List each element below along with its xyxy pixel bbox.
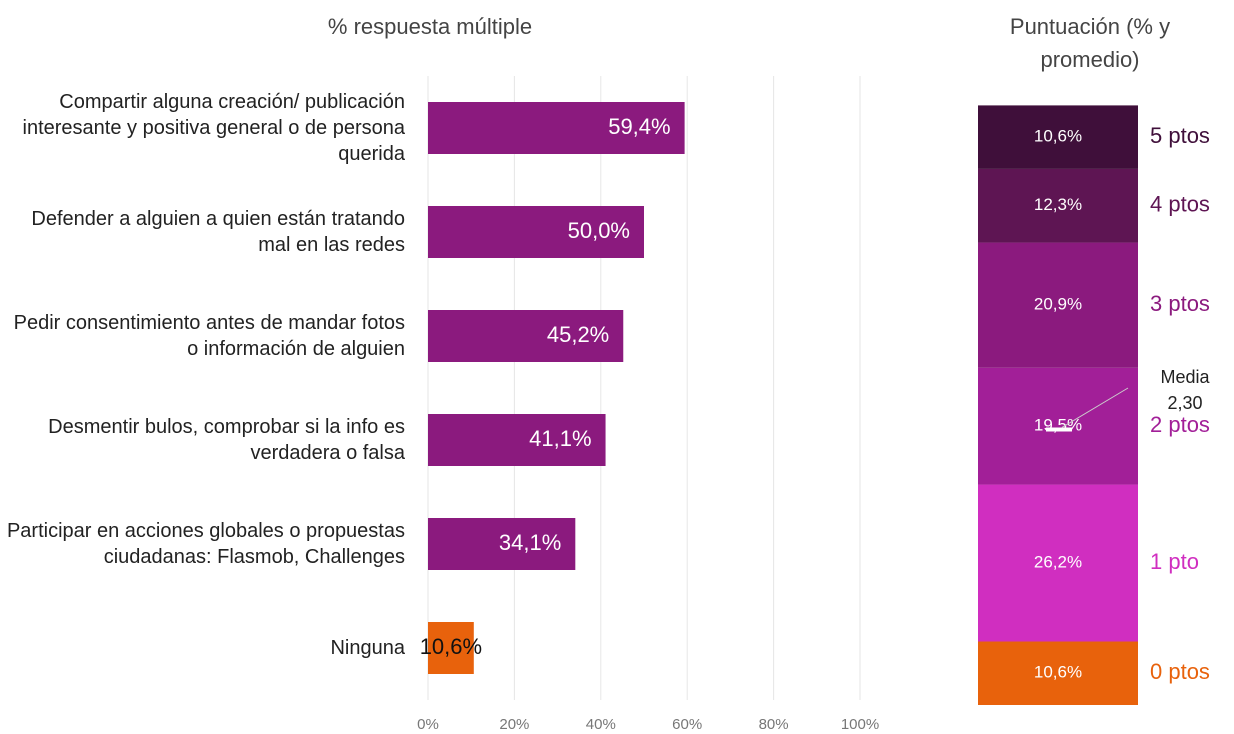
value-label: 41,1% [529,426,591,451]
chart-title: % respuesta múltiple [327,14,533,39]
x-tick-label: 20% [499,716,529,733]
bar [428,518,576,570]
y-tick-label: Participar en acciones globales o propue… [6,520,405,568]
y-tick-label-box: Desmentir bulos, comprobar si la info es… [48,416,405,464]
value-label: 26,2% [1034,553,1082,572]
x-tick-label: 100% [841,716,879,733]
legend-label: 0 ptos [1150,659,1210,684]
value-label: 50,0% [568,218,630,243]
y-tick-label-box: Participar en acciones globales o propue… [6,520,405,568]
value-label: 10,6% [1034,127,1082,146]
value-label: 20,9% [1034,295,1082,314]
y-tick-label-box: Defender a alguien a quien están tratand… [31,208,405,256]
bar-segment [978,484,1138,642]
legend-label: 4 ptos [1150,192,1210,217]
value-label: 10,6% [420,634,482,659]
value-label: 45,2% [547,322,609,347]
y-tick-label: Compartir alguna creación/ publicación i… [22,91,405,165]
x-tick-label: 80% [759,716,789,733]
annotation-title: Media [1160,367,1210,387]
value-label: 59,4% [608,114,670,139]
legend-label: 3 ptos [1150,291,1210,316]
bar [428,206,644,258]
y-tick-label-box: Ninguna [330,637,405,659]
bar [428,102,685,154]
x-tick-label: 60% [672,716,702,733]
y-tick-label: Desmentir bulos, comprobar si la info es… [48,416,405,464]
value-label: 10,6% [1034,663,1082,682]
bar [428,622,474,674]
y-tick-label: Ninguna [330,637,405,659]
legend-label: 1 pto [1150,549,1199,574]
value-label: 12,3% [1034,195,1082,214]
leader-line [1061,387,1129,428]
bar-segment [978,641,1138,705]
bar-segment [978,367,1138,485]
chart-title: Puntuación (% y promedio) [1009,14,1171,72]
y-tick-label: Pedir consentimiento antes de mandar fot… [13,312,405,360]
value-label: 34,1% [499,530,561,555]
chart-title-box: Puntuación (% y promedio) [1009,14,1171,72]
y-tick-label: Defender a alguien a quien están tratand… [31,208,405,256]
bar-segment [978,168,1138,243]
chart-title-box: % respuesta múltiple [327,14,533,39]
x-tick-label: 0% [417,716,439,733]
bar-segment [978,242,1138,368]
legend-label: 5 ptos [1150,123,1210,148]
y-tick-label-box: Compartir alguna creación/ publicación i… [22,91,405,165]
y-tick-label-box: Pedir consentimiento antes de mandar fot… [13,312,405,360]
value-label: 19,5% [1034,416,1082,435]
bar [428,310,624,362]
legend-label: 2 ptos [1150,412,1210,437]
x-tick-label: 40% [586,716,616,733]
annotation-value: 2,30 [1167,393,1202,413]
bar-segment [978,105,1138,169]
bar [428,414,606,466]
